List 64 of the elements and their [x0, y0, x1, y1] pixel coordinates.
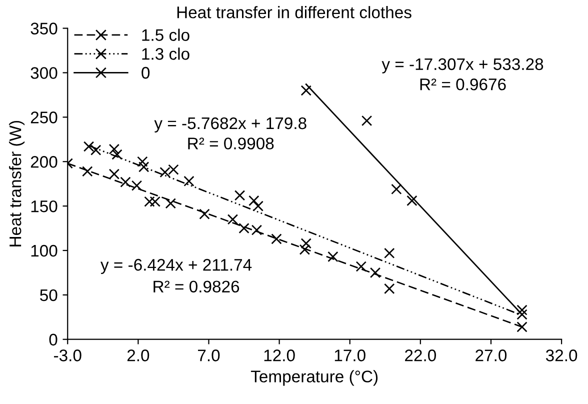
point [516, 322, 528, 332]
annotation: y = -5.7682x + 179.8 [154, 117, 306, 132]
x-tick-label: 22.0 [405, 350, 436, 362]
point [356, 261, 367, 272]
annotation: R² = 0.9908 [188, 138, 274, 150]
point [384, 248, 395, 258]
point [406, 195, 418, 206]
point [112, 149, 122, 160]
point [370, 267, 381, 278]
y-tick-label: 150 [31, 200, 58, 212]
point [108, 168, 120, 180]
point [234, 190, 246, 201]
point [252, 200, 264, 212]
point [516, 309, 528, 320]
y-tick-label: 0 [49, 334, 58, 346]
annotation: y = -6.424x + 211.74 [100, 258, 252, 274]
y-tick-label: 50 [40, 289, 58, 302]
point [361, 115, 372, 126]
legend-label: 0 [142, 66, 150, 79]
point [165, 198, 176, 209]
x-tick-label: 32.0 [546, 350, 578, 362]
x-tick-label: 27.0 [476, 350, 507, 362]
point [82, 166, 93, 177]
point [108, 144, 120, 155]
x-axis-title: Temperature (°C) [250, 370, 378, 386]
x-tick-label: 2.0 [127, 350, 150, 362]
y-tick-label: 350 [30, 22, 58, 34]
point [328, 251, 338, 262]
point [83, 141, 94, 152]
point [238, 222, 250, 234]
point [300, 85, 312, 96]
legend-label: 1.5 clo [142, 28, 190, 41]
point [384, 283, 395, 294]
point [516, 304, 528, 316]
annotation: R² = 0.9826 [154, 280, 240, 293]
point [131, 180, 142, 191]
annotation: y = -17.307x + 533.28 [382, 58, 544, 74]
point [184, 176, 194, 187]
x-tick-label: 7.0 [198, 350, 220, 362]
point [391, 184, 402, 195]
point [150, 196, 160, 207]
x-tick-label: 12.0 [264, 350, 295, 362]
x-tick-label: -3.0 [54, 350, 82, 362]
point [248, 195, 260, 206]
legend-label: 1.3 clo [142, 48, 190, 60]
point [299, 244, 310, 255]
point [199, 208, 210, 220]
point [227, 214, 238, 225]
y-tick-label: 250 [30, 112, 58, 124]
point [137, 156, 148, 167]
chart-title: Heat transfer in different clothes [177, 6, 412, 18]
point [251, 224, 262, 236]
x-tick-label: 17.0 [334, 350, 366, 362]
y-tick-label: 100 [31, 244, 58, 257]
y-tick-label: 300 [30, 67, 58, 79]
point [120, 176, 131, 188]
point [300, 238, 312, 249]
annotation: R² = 0.9676 [420, 78, 506, 90]
y-tick-label: 200 [30, 156, 58, 168]
point [144, 196, 155, 207]
point [138, 162, 150, 172]
y-axis-title: Heat transfer (W) [9, 120, 25, 246]
point [271, 234, 282, 244]
point [90, 144, 102, 156]
